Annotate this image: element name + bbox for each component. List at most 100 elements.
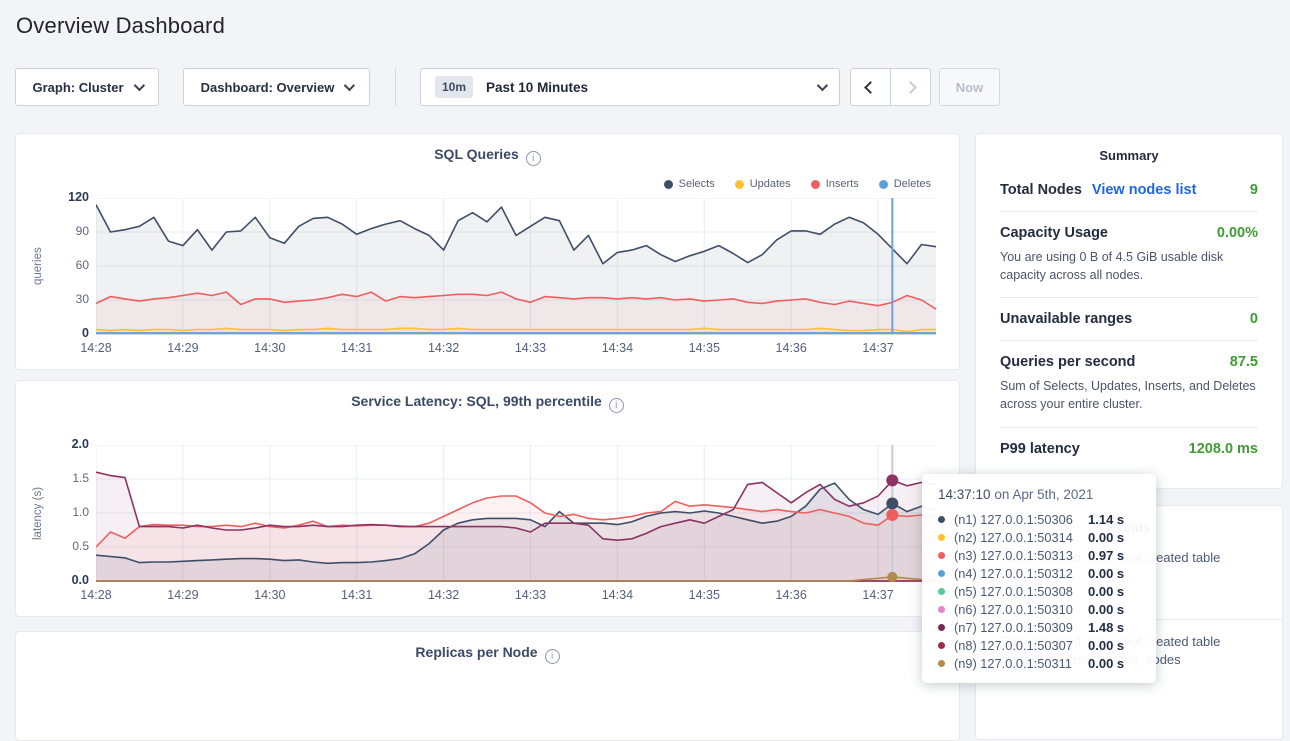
- legend-label: Deletes: [894, 178, 931, 190]
- node-color-dot: [938, 588, 945, 595]
- x-axis-tick: 14:36: [761, 341, 821, 355]
- graph-dropdown-label: Graph: Cluster: [32, 80, 123, 95]
- node-latency-value: 0.00 s: [1088, 584, 1124, 599]
- time-now-button[interactable]: Now: [939, 68, 1000, 106]
- x-axis-tick: 14:33: [500, 588, 560, 602]
- chevron-down-icon: [133, 80, 144, 91]
- summary-description: You are using 0 B of 4.5 GiB usable disk…: [1000, 248, 1258, 284]
- node-color-dot: [938, 642, 945, 649]
- node-address: (n2) 127.0.0.1:50314: [954, 530, 1088, 545]
- x-axis-tick: 14:28: [66, 341, 126, 355]
- node-address: (n1) 127.0.0.1:50306: [954, 512, 1088, 527]
- y-axis-label: latency (s): [32, 445, 44, 582]
- chart-hover-tooltip: 14:37:10 on Apr 5th, 2021 (n1) 127.0.0.1…: [922, 474, 1156, 683]
- summary-row-line: Unavailable ranges0: [1000, 311, 1258, 327]
- node-color-dot: [938, 660, 945, 667]
- tooltip-rows: (n1) 127.0.0.1:503061.14 s(n2) 127.0.0.1…: [938, 510, 1140, 672]
- summary-row: Queries per second87.5 Sum of Selects, Up…: [1000, 340, 1258, 426]
- x-axis-tick: 14:36: [761, 588, 821, 602]
- summary-row-line: Queries per second87.5: [1000, 354, 1258, 370]
- legend-item-deletes[interactable]: Deletes: [879, 178, 931, 190]
- node-color-dot: [938, 552, 945, 559]
- tooltip-row: (n9) 127.0.0.1:503110.00 s: [938, 654, 1140, 672]
- x-axis-tick: 14:35: [674, 341, 734, 355]
- time-range-selector[interactable]: 10m Past 10 Minutes: [420, 68, 840, 106]
- summary-title: Summary: [976, 134, 1282, 169]
- node-latency-value: 0.00 s: [1088, 566, 1124, 581]
- view-nodes-list-link[interactable]: View nodes list: [1092, 182, 1197, 198]
- node-latency-value: 0.97 s: [1088, 548, 1124, 563]
- tooltip-row: (n3) 127.0.0.1:503130.97 s: [938, 546, 1140, 564]
- info-icon[interactable]: i: [526, 151, 541, 166]
- time-step-buttons: [850, 68, 931, 106]
- tooltip-time: 14:37:10: [938, 487, 991, 502]
- chart-header: SQL Queriesi: [16, 146, 959, 166]
- sql-queries-plot[interactable]: [96, 198, 938, 336]
- summary-row-line: Capacity Usage0.00%: [1000, 225, 1258, 241]
- time-prev-button[interactable]: [851, 69, 890, 105]
- info-icon[interactable]: i: [545, 649, 560, 664]
- service-latency-chart-card: Service Latency: SQL, 99th percentilei 0…: [15, 380, 960, 617]
- summary-row: Total NodesView nodes list9: [1000, 169, 1258, 211]
- summary-panel: Summary Total NodesView nodes list9Capac…: [975, 133, 1283, 489]
- node-address: (n4) 127.0.0.1:50312: [954, 566, 1088, 581]
- node-latency-value: 0.00 s: [1088, 530, 1124, 545]
- chart-title: Service Latency: SQL, 99th percentile: [351, 393, 602, 409]
- legend-label: Inserts: [826, 178, 859, 190]
- summary-row-line: P99 latency 1208.0 ms: [1000, 441, 1258, 457]
- x-axis-tick: 14:29: [153, 341, 213, 355]
- node-address: (n8) 127.0.0.1:50307: [954, 638, 1088, 653]
- legend-label: Selects: [679, 178, 715, 190]
- tooltip-date: on Apr 5th, 2021: [991, 487, 1094, 502]
- x-axis-tick: 14:29: [153, 588, 213, 602]
- y-axis-label: queries: [32, 198, 44, 335]
- node-address: (n9) 127.0.0.1:50311: [954, 656, 1088, 671]
- chart-header: Replicas per Node i: [16, 644, 959, 664]
- chevron-down-icon: [344, 80, 355, 91]
- node-latency-value: 0.00 s: [1088, 602, 1124, 617]
- x-axis-tick: 14:32: [414, 341, 474, 355]
- summary-label: P99 latency: [1000, 441, 1080, 457]
- tooltip-row: (n8) 127.0.0.1:503070.00 s: [938, 636, 1140, 654]
- time-range-badge: 10m: [435, 76, 473, 98]
- legend-item-selects[interactable]: Selects: [664, 178, 715, 190]
- node-color-dot: [938, 570, 945, 577]
- summary-label: Unavailable ranges: [1000, 311, 1132, 327]
- summary-value: 87.5: [1230, 354, 1258, 370]
- legend-dot: [879, 180, 888, 189]
- summary-value: 9: [1250, 182, 1258, 198]
- node-latency-value: 1.48 s: [1088, 620, 1124, 635]
- summary-rows: Total NodesView nodes list9Capacity Usag…: [976, 169, 1282, 470]
- legend-dot: [811, 180, 820, 189]
- replicas-per-node-chart-card: Replicas per Node i: [15, 631, 960, 741]
- service-latency-sql-99th-percentile-plot[interactable]: [96, 445, 938, 583]
- x-axis-tick: 14:28: [66, 588, 126, 602]
- legend-item-inserts[interactable]: Inserts: [811, 178, 859, 190]
- chevron-down-icon: [817, 80, 828, 91]
- summary-value: 1208.0 ms: [1189, 441, 1258, 457]
- x-axis-tick: 14:30: [240, 588, 300, 602]
- chart-title: Replicas per Node: [415, 644, 537, 660]
- chart-legend: Selects Updates Inserts Deletes: [664, 178, 931, 190]
- dashboard-dropdown[interactable]: Dashboard: Overview: [183, 68, 370, 106]
- time-next-button[interactable]: [890, 69, 930, 105]
- node-color-dot: [938, 534, 945, 541]
- x-axis-tick: 14:31: [327, 341, 387, 355]
- legend-dot: [735, 180, 744, 189]
- tooltip-timestamp: 14:37:10 on Apr 5th, 2021: [938, 487, 1140, 502]
- tooltip-row: (n6) 127.0.0.1:503100.00 s: [938, 600, 1140, 618]
- chevron-right-icon: [904, 81, 917, 94]
- info-icon[interactable]: i: [609, 398, 624, 413]
- summary-row: P99 latency 1208.0 ms: [1000, 427, 1258, 470]
- legend-label: Updates: [750, 178, 791, 190]
- tooltip-row: (n2) 127.0.0.1:503140.00 s: [938, 528, 1140, 546]
- legend-item-updates[interactable]: Updates: [735, 178, 791, 190]
- summary-description: Sum of Selects, Updates, Inserts, and De…: [1000, 377, 1258, 413]
- node-color-dot: [938, 606, 945, 613]
- tooltip-row: (n7) 127.0.0.1:503091.48 s: [938, 618, 1140, 636]
- summary-row-line: Total NodesView nodes list9: [1000, 182, 1258, 198]
- node-address: (n6) 127.0.0.1:50310: [954, 602, 1088, 617]
- x-axis-tick: 14:37: [848, 588, 908, 602]
- graph-scope-dropdown[interactable]: Graph: Cluster: [15, 68, 159, 106]
- node-address: (n5) 127.0.0.1:50308: [954, 584, 1088, 599]
